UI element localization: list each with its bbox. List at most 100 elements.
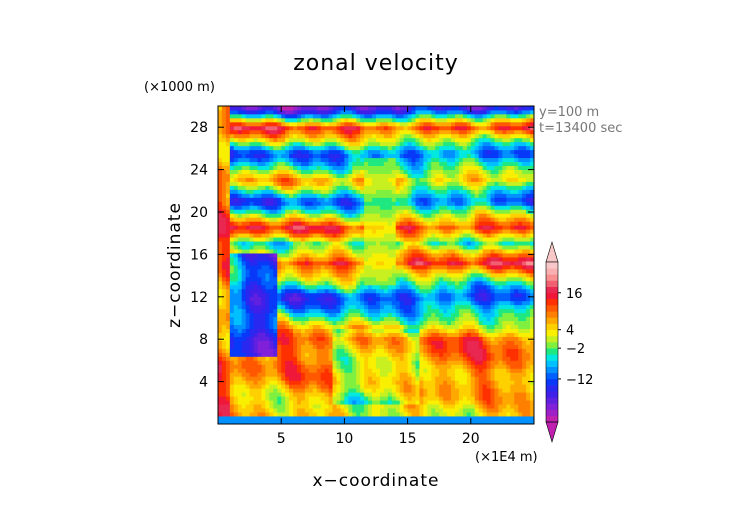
heatmap-cell bbox=[451, 332, 456, 337]
heatmap-cell bbox=[245, 241, 250, 246]
heatmap-cell bbox=[399, 193, 405, 198]
heatmap-cell bbox=[391, 292, 397, 298]
heatmap-cell bbox=[273, 233, 278, 238]
heatmap-cell bbox=[245, 129, 250, 135]
heatmap-cell bbox=[221, 153, 227, 159]
heatmap-cell bbox=[458, 404, 464, 409]
heatmap-cell bbox=[281, 380, 286, 385]
heatmap-cell bbox=[383, 360, 389, 365]
heatmap-cell bbox=[261, 396, 266, 401]
heatmap-cell bbox=[443, 348, 448, 353]
heatmap-cell bbox=[435, 344, 440, 349]
heatmap-cell bbox=[320, 368, 326, 373]
heatmap-cell bbox=[443, 117, 448, 123]
heatmap-cell bbox=[253, 173, 258, 178]
heatmap-cell bbox=[435, 241, 440, 246]
heatmap-cell bbox=[229, 193, 235, 198]
heatmap-cell bbox=[304, 368, 310, 373]
heatmap-cell bbox=[403, 106, 408, 111]
heatmap-cell bbox=[285, 376, 290, 381]
heatmap-cell bbox=[376, 280, 381, 286]
heatmap-cell bbox=[455, 169, 460, 174]
heatmap-cell bbox=[344, 288, 349, 294]
heatmap-cell bbox=[364, 197, 369, 202]
heatmap-cell bbox=[383, 348, 389, 353]
heatmap-cell bbox=[415, 106, 420, 111]
heatmap-cell bbox=[225, 153, 231, 159]
heatmap-cell bbox=[336, 145, 341, 151]
heatmap-cell bbox=[458, 209, 464, 214]
heatmap-cell bbox=[221, 237, 227, 242]
heatmap-cell bbox=[241, 141, 247, 147]
heatmap-cell bbox=[451, 165, 456, 171]
heatmap-cell bbox=[399, 137, 405, 143]
heatmap-cell bbox=[376, 308, 381, 314]
heatmap-cell bbox=[221, 312, 227, 318]
heatmap-cell bbox=[407, 106, 412, 111]
heatmap-cell bbox=[293, 265, 298, 270]
heatmap-cell bbox=[237, 169, 243, 174]
heatmap-cell bbox=[316, 113, 322, 119]
heatmap-cell bbox=[356, 189, 361, 194]
heatmap-cell bbox=[221, 348, 227, 353]
heatmap-cell bbox=[324, 304, 329, 310]
heatmap-cell bbox=[423, 161, 428, 167]
heatmap-cell bbox=[344, 332, 349, 337]
heatmap-cell bbox=[379, 157, 385, 163]
heatmap-cell bbox=[245, 416, 250, 421]
heatmap-cell bbox=[455, 320, 460, 326]
heatmap-cell bbox=[379, 133, 385, 139]
heatmap-cell bbox=[293, 384, 298, 389]
heatmap-cell bbox=[285, 249, 290, 254]
heatmap-cell bbox=[372, 117, 377, 123]
heatmap-cell bbox=[249, 201, 254, 206]
heatmap-cell bbox=[308, 412, 314, 417]
heatmap-cell bbox=[221, 284, 227, 290]
heatmap-cell bbox=[312, 348, 318, 353]
annotation-y: y=100 m bbox=[539, 105, 599, 120]
heatmap-cell bbox=[304, 245, 310, 250]
heatmap-cell bbox=[316, 352, 322, 357]
heatmap-cell bbox=[316, 360, 322, 365]
heatmap-cell bbox=[277, 133, 282, 139]
heatmap-cell bbox=[376, 201, 381, 206]
heatmap-cell bbox=[332, 261, 337, 266]
heatmap-cell bbox=[407, 209, 412, 214]
heatmap-cell bbox=[261, 392, 266, 397]
heatmap-cell bbox=[399, 229, 405, 234]
heatmap-cell bbox=[395, 388, 401, 393]
heatmap-cell bbox=[455, 420, 460, 425]
heatmap-cell bbox=[221, 300, 227, 306]
heatmap-cell bbox=[289, 205, 294, 210]
heatmap-cell bbox=[340, 121, 345, 127]
heatmap-cell bbox=[221, 344, 227, 349]
heatmap-cell bbox=[383, 336, 389, 341]
heatmap-cell bbox=[229, 117, 235, 123]
heatmap-cell bbox=[352, 153, 357, 159]
heatmap-cell bbox=[360, 296, 365, 302]
heatmap-cell bbox=[245, 412, 250, 417]
heatmap-cell bbox=[407, 189, 412, 194]
heatmap-cell bbox=[249, 412, 254, 417]
heatmap-cell bbox=[458, 400, 464, 405]
heatmap-cell bbox=[419, 392, 424, 397]
heatmap-cell bbox=[320, 225, 326, 230]
heatmap-cell bbox=[293, 245, 298, 250]
heatmap-cell bbox=[312, 117, 318, 123]
heatmap-cell bbox=[443, 233, 448, 238]
heatmap-cell bbox=[229, 360, 235, 365]
heatmap-cell bbox=[332, 372, 337, 377]
heatmap-cell bbox=[364, 284, 369, 290]
heatmap-cell bbox=[399, 141, 405, 147]
heatmap-cell bbox=[297, 225, 302, 230]
heatmap-cell bbox=[253, 300, 258, 306]
heatmap-cell bbox=[293, 181, 298, 186]
heatmap-cell bbox=[447, 308, 452, 314]
heatmap-cell bbox=[289, 209, 294, 214]
heatmap-cell bbox=[395, 344, 401, 349]
heatmap-cell bbox=[379, 173, 385, 178]
heatmap-cell bbox=[304, 229, 310, 234]
heatmap-cell bbox=[304, 137, 310, 143]
heatmap-cell bbox=[304, 308, 310, 314]
heatmap-cell bbox=[269, 201, 274, 206]
